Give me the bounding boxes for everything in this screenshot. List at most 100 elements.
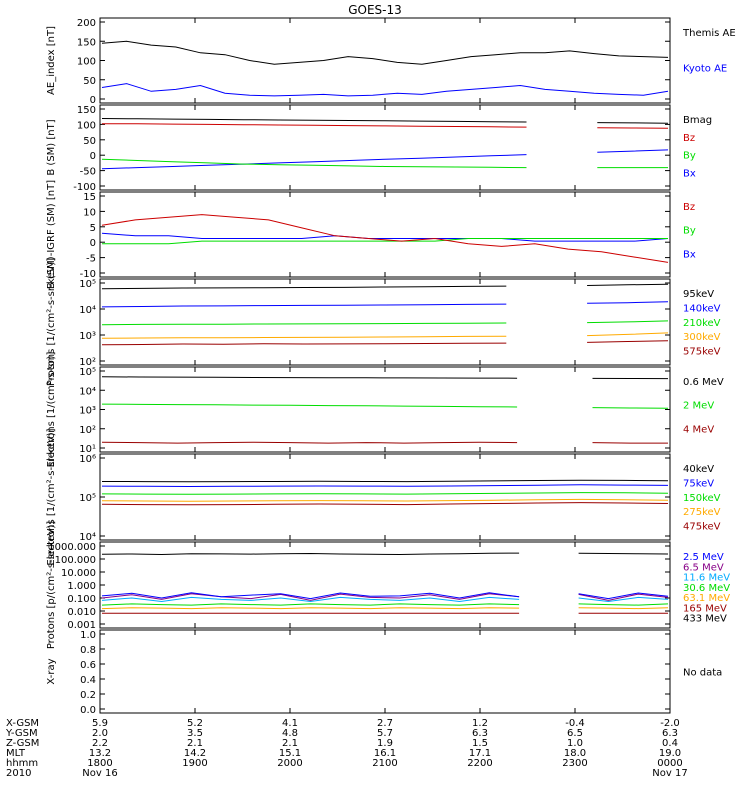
series-line — [101, 376, 669, 380]
y-tick-label: -5 — [86, 254, 96, 265]
y-tick-label: -10 — [80, 269, 96, 280]
axis-row-label: hhmm — [6, 758, 38, 769]
axis-tick-value: 2.0 — [92, 728, 108, 739]
axis-tick-value: 2200 — [467, 758, 492, 769]
legend-label: 2 MeV — [683, 401, 714, 412]
y-tick-label: 10² — [79, 357, 96, 368]
x-axis: X-GSMY-GSMZ-GSMMLThhmm20105.92.02.213.21… — [5, 718, 688, 779]
legend-label: 433 MeV — [683, 614, 727, 625]
axis-tick-value: 17.1 — [469, 748, 491, 759]
panel-frame — [99, 453, 671, 541]
series-line — [102, 238, 668, 245]
y-tick-label: 50 — [83, 76, 96, 87]
y-tick-label: 0.6 — [80, 660, 96, 671]
series-line — [101, 498, 669, 502]
legend-label: Themis AE — [682, 28, 736, 39]
legend-label: 40keV — [683, 464, 714, 475]
axis-tick-value: 13.2 — [89, 748, 111, 759]
series-line — [101, 592, 669, 600]
panel-frame — [99, 104, 671, 191]
y-tick-label: 50 — [83, 136, 96, 147]
series-line — [101, 441, 668, 444]
legend-label: 475keV — [683, 522, 721, 533]
y-axis-label: AE_index [nT] — [46, 26, 57, 95]
series-line — [101, 479, 669, 483]
legend-label: Bx — [683, 168, 696, 179]
legend-label: By — [683, 226, 696, 237]
series-line — [101, 552, 669, 556]
panel-6: 10⁴ 10⁵ 10⁶ Electrons [1/(cm²-s-sr-keV)] 475… — [46, 428, 721, 565]
legend-label: Bx — [683, 249, 696, 260]
legend-label: Bz — [683, 133, 695, 144]
y-axis-label: X-ray — [46, 658, 57, 684]
axis-tick-value: 5.7 — [377, 728, 393, 739]
axis-tick-value: 2300 — [562, 758, 587, 769]
legend-label: 30.6 MeV — [683, 583, 730, 594]
series-line — [101, 118, 669, 124]
y-tick-label: 10¹ — [79, 444, 96, 455]
y-tick-label: 10⁴ — [79, 386, 96, 397]
axis-tick-value: 1900 — [182, 758, 207, 769]
legend-label: 4 MeV — [683, 424, 714, 435]
axis-tick-value: 3.5 — [187, 728, 203, 739]
axis-tick-value: 0.4 — [662, 738, 678, 749]
axis-tick-value: 2.2 — [92, 738, 108, 749]
y-tick-label: 10 — [83, 207, 96, 218]
y-tick-label: 100 — [77, 57, 96, 68]
y-tick-label: 10⁴ — [79, 532, 96, 543]
panel-7: 0.001 0.010 0.100 1.000 10.000 100.000 1000.00… — [46, 521, 730, 649]
y-tick-label: 10⁵ — [79, 279, 96, 290]
y-tick-label: -50 — [80, 167, 96, 178]
series-line — [101, 607, 669, 610]
y-axis-label: B (SM) [nT] — [46, 119, 57, 175]
y-tick-label: 5 — [90, 223, 96, 234]
series-line — [101, 283, 669, 290]
y-tick-label: 10.000 — [61, 568, 96, 579]
axis-tick-value: 4.1 — [282, 718, 298, 729]
figure-title: GOES-13 — [348, 3, 402, 17]
panel-4: 10² 10³ 10⁴ 10⁵ Protons [1/(cm²-s-sr-keV)] 57… — [46, 258, 721, 386]
axis-row-label: 2010 — [6, 768, 31, 779]
series-line — [101, 492, 669, 495]
y-tick-label: 10³ — [79, 331, 96, 342]
axis-tick-value: 19.0 — [659, 748, 681, 759]
y-tick-label: 1.000 — [67, 581, 96, 592]
axis-tick-value: 2.7 — [377, 718, 393, 729]
panel-5: 10¹ 10² 10³ 10⁴ 10⁵ Electrons [1/(cm²-s-sr)] 4… — [46, 352, 724, 468]
axis-tick-value: 2.1 — [187, 738, 203, 749]
axis-tick-value: 6.3 — [472, 728, 488, 739]
series-line — [101, 149, 669, 170]
y-tick-label: 10⁵ — [79, 493, 96, 504]
series-line — [101, 340, 669, 346]
y-tick-label: 15 — [83, 192, 96, 203]
legend-label: 140keV — [683, 303, 721, 314]
y-tick-label: 0.4 — [80, 675, 96, 686]
axis-tick-value: 18.0 — [564, 748, 586, 759]
series-line — [101, 214, 669, 263]
legend-label: 210keV — [683, 318, 721, 329]
panel-frame — [99, 629, 671, 714]
series-line — [101, 320, 669, 326]
legend-label: 6.5 MeV — [683, 562, 724, 573]
legend-label: 150keV — [683, 493, 721, 504]
y-tick-label: 10⁵ — [79, 367, 96, 378]
axis-tick-value: Nov 16 — [82, 768, 117, 779]
axis-tick-value: 6.3 — [662, 728, 678, 739]
legend-label: 63.1 MeV — [683, 593, 730, 604]
y-tick-label: 200 — [77, 18, 96, 29]
axis-tick-value: 1.5 — [472, 738, 488, 749]
y-tick-label: 1.0 — [80, 630, 96, 641]
axis-tick-value: 2000 — [277, 758, 302, 769]
axis-tick-value: 1.9 — [377, 738, 393, 749]
axis-tick-value: 4.8 — [282, 728, 298, 739]
series-line — [102, 123, 669, 129]
axis-tick-value: 2100 — [372, 758, 397, 769]
legend-label: 300keV — [683, 332, 721, 343]
legend-label: 165 MeV — [683, 603, 727, 614]
panel-2: -100 -50 0 50 100 150 B (SM) [nT] Bx By Bz Bmag — [46, 104, 712, 193]
legend-label: 75keV — [683, 478, 714, 489]
legend-label: 95keV — [683, 289, 714, 300]
no-data-label: No data — [683, 668, 722, 679]
axis-tick-value: 15.1 — [279, 748, 301, 759]
